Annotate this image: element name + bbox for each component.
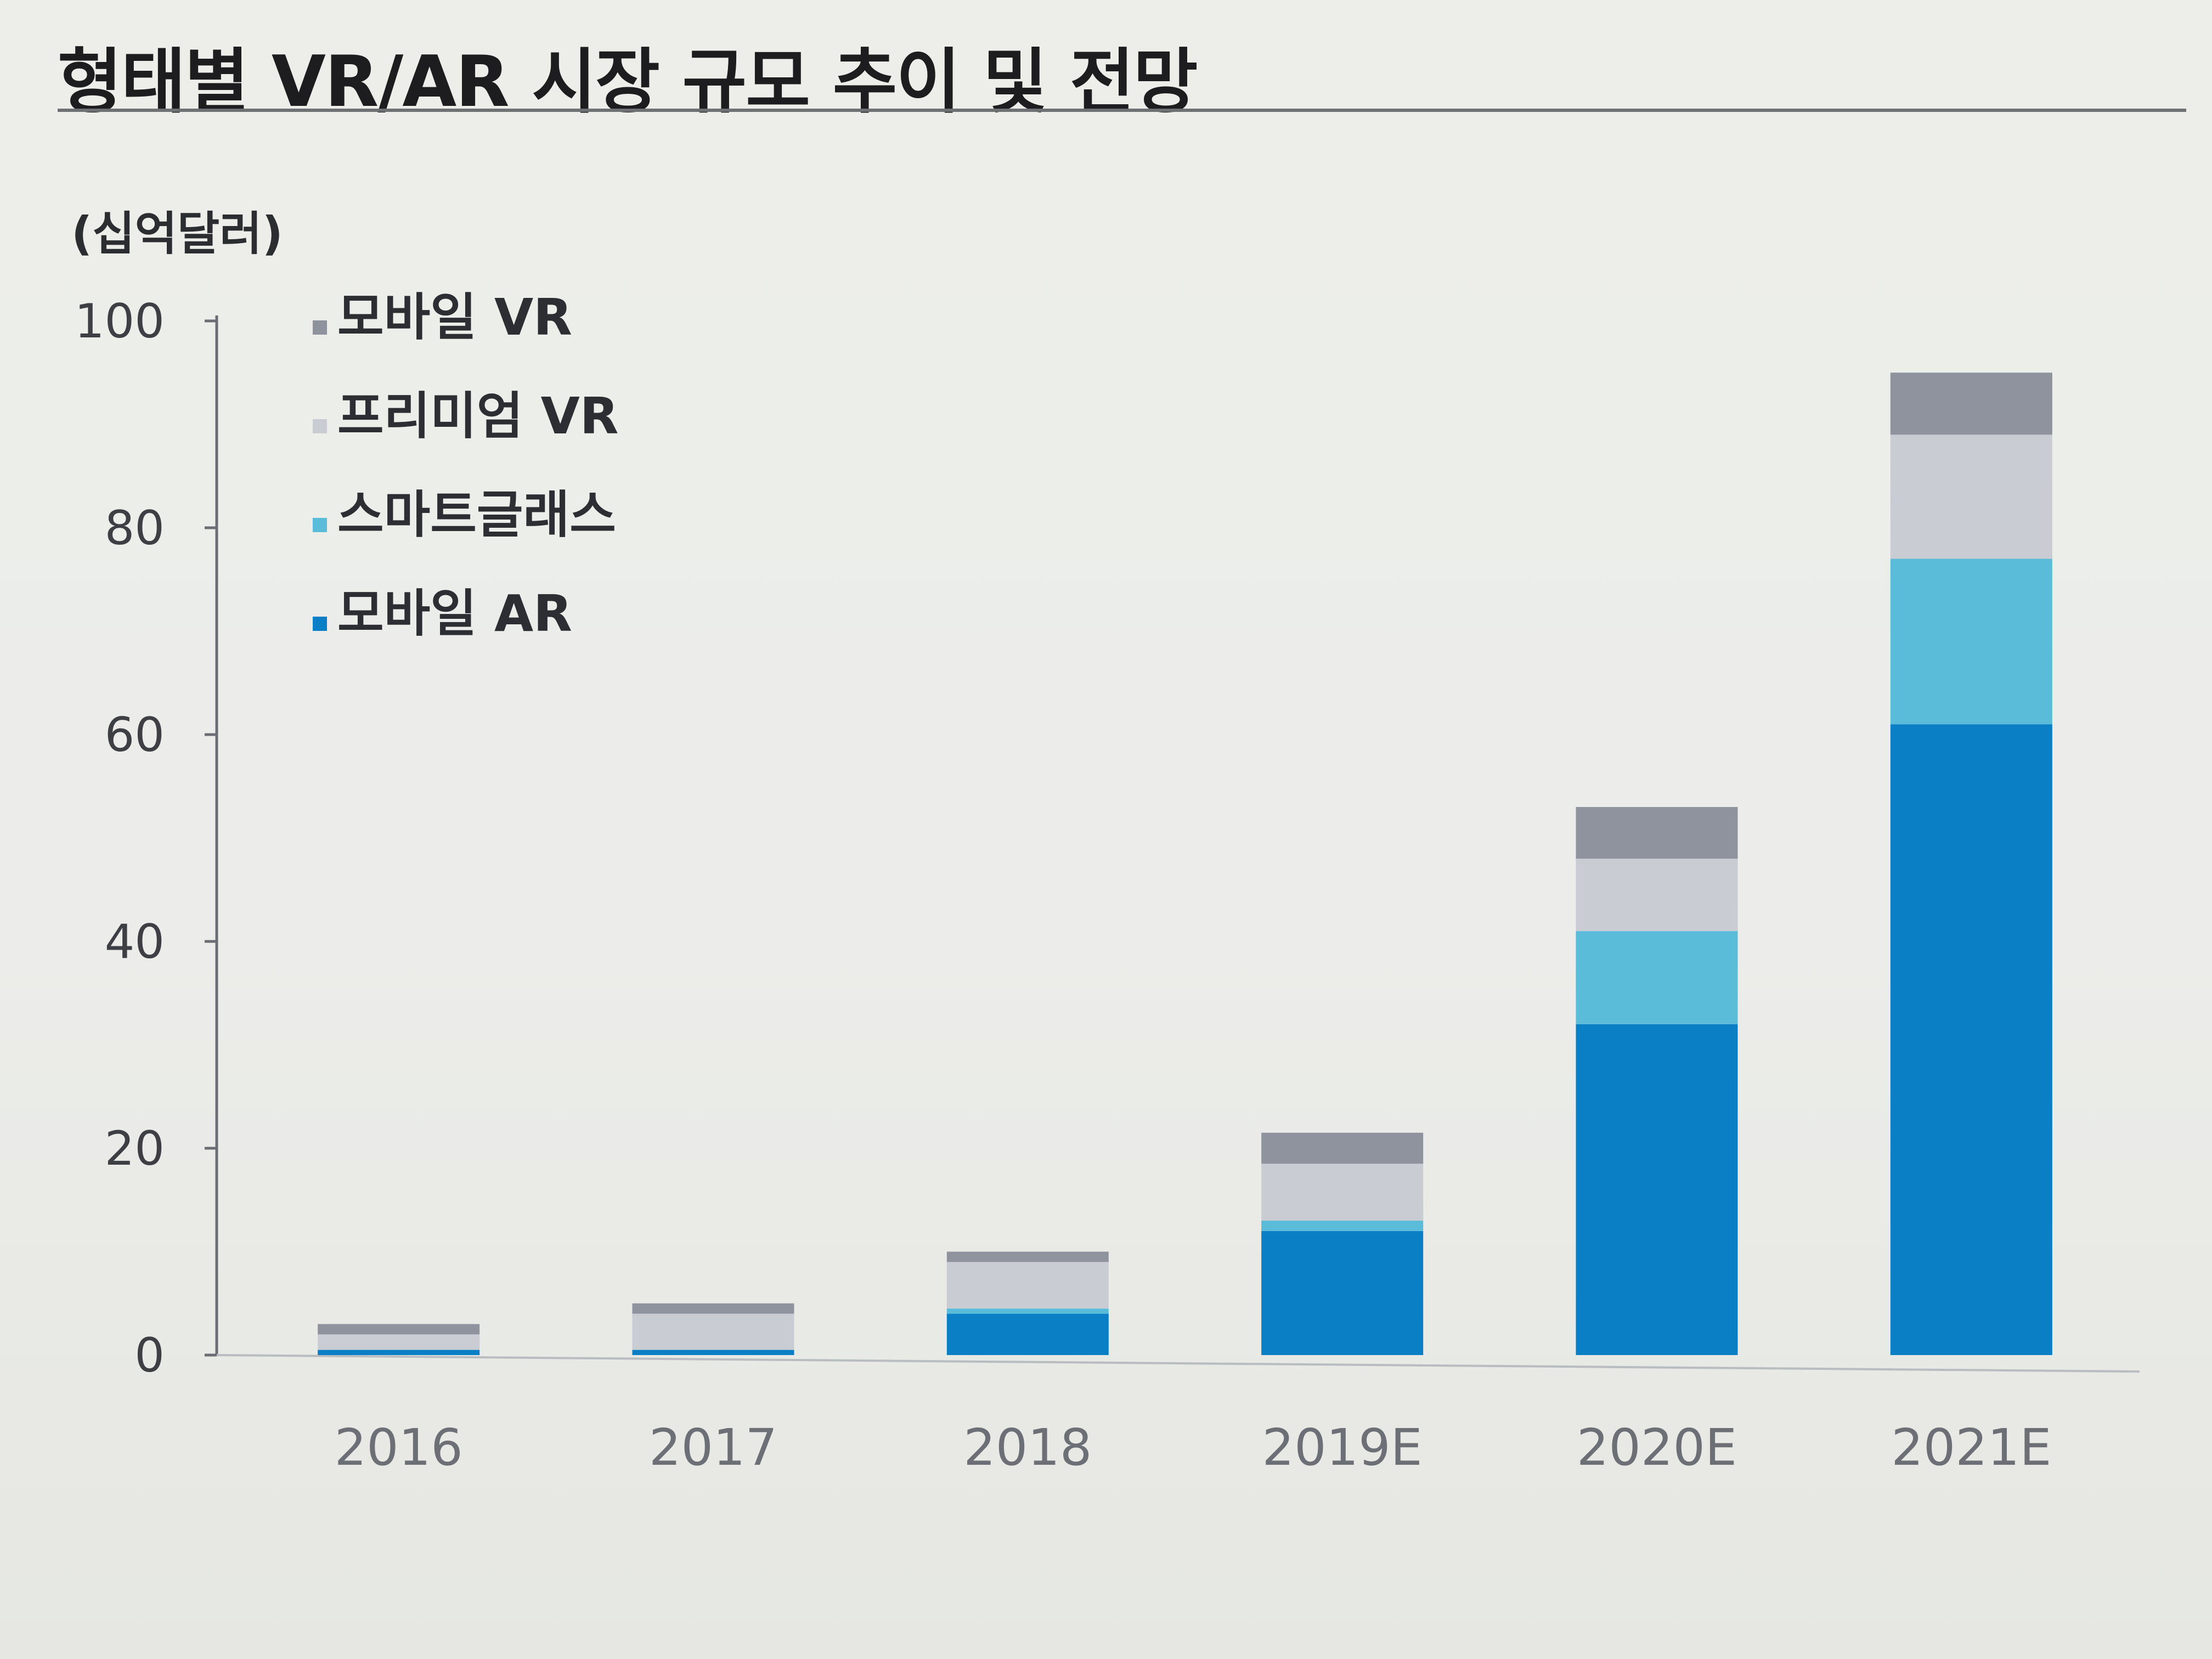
x-tick-label: 2018 [963, 1418, 1092, 1477]
bar-segment [1576, 806, 1738, 859]
unit-label: (십억달러) [71, 207, 283, 261]
bar-segment [946, 1251, 1109, 1262]
x-tick-label: 2021E [1891, 1418, 2051, 1477]
bar-segment [1890, 373, 2052, 435]
bar-segment [1576, 859, 1738, 932]
bars: 2016 2017 2018 2019E 2020E 2021E [318, 373, 2052, 1477]
x-tick-label: 2016 [335, 1418, 463, 1477]
bar-segment [1261, 1132, 1424, 1164]
bar-segment [318, 1334, 480, 1350]
bar-segment [318, 1324, 480, 1335]
legend-swatch [313, 617, 327, 631]
legend-swatch [313, 320, 327, 335]
bar-segment [1890, 724, 2052, 1355]
y-tick-label: 40 [105, 915, 165, 969]
x-tick-label: 2017 [649, 1418, 777, 1477]
legend-swatch [313, 419, 327, 433]
bar-segment [1261, 1164, 1424, 1221]
legend-label: 모바일 VR [337, 288, 572, 347]
bar-segment [1890, 558, 2052, 725]
bar-segment [318, 1350, 480, 1355]
y-tick-label: 100 [75, 294, 165, 349]
legend-label: 스마트글래스 [337, 486, 616, 544]
legend-label: 프리미엄 VR [337, 387, 619, 445]
legend-swatch [313, 518, 327, 532]
legend-label: 모바일 AR [337, 584, 572, 643]
y-tick-label: 60 [105, 708, 165, 763]
y-tick-label: 20 [105, 1121, 165, 1176]
y-tick-label: 0 [134, 1328, 165, 1383]
bar-segment [946, 1308, 1109, 1314]
x-tick-label: 2020E [1577, 1418, 1737, 1477]
bar-segment [1576, 1024, 1738, 1355]
bar-segment [1890, 435, 2052, 559]
x-tick-label: 2019E [1262, 1418, 1423, 1477]
x-axis-line [216, 1354, 2140, 1373]
bar-segment [632, 1303, 794, 1314]
bar-segment [632, 1350, 794, 1355]
bar-segment [1261, 1231, 1424, 1355]
axes: 0 20 40 60 80 100 [75, 294, 2140, 1383]
y-tick-label: 80 [105, 501, 165, 556]
bar-segment [632, 1313, 794, 1350]
bar-segment [946, 1262, 1109, 1309]
bar-segment [1576, 931, 1738, 1024]
title-underline [58, 109, 2186, 112]
bar-segment [1261, 1220, 1424, 1231]
bar-segment [946, 1313, 1109, 1355]
